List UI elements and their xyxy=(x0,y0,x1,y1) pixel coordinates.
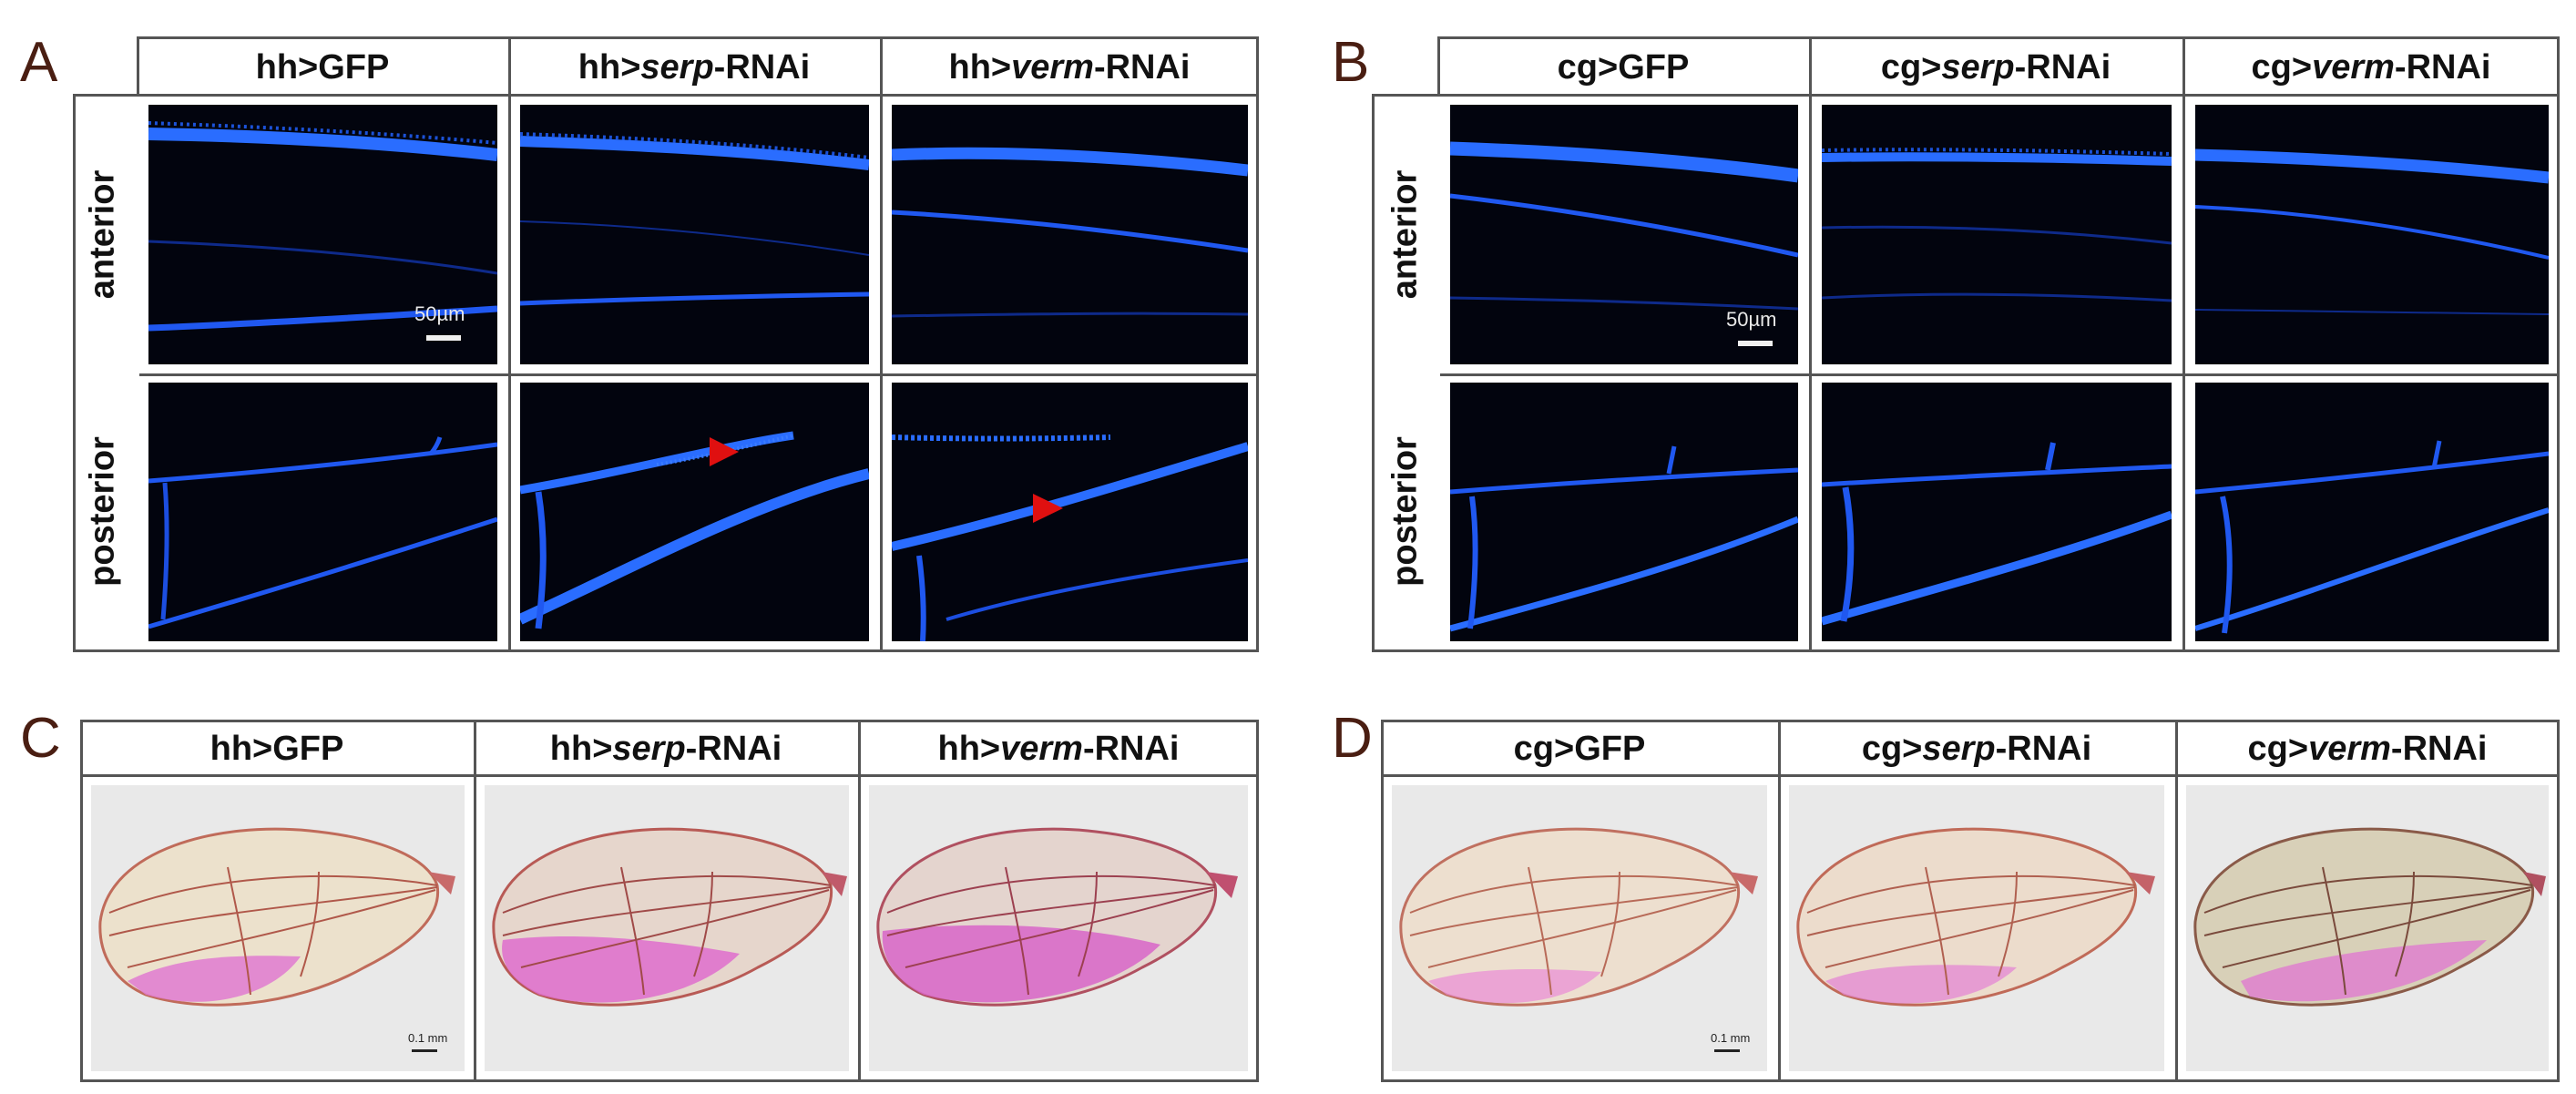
panel-b-scale-label: 50µm xyxy=(1726,308,1777,331)
panel-d-col-divider-2 xyxy=(2175,720,2178,1082)
header-prefix: hh> xyxy=(549,730,613,768)
panel-b-posterior-verm-image xyxy=(2195,383,2549,641)
header-prefix: hh> xyxy=(255,48,319,87)
panel-letter-c: C xyxy=(20,707,61,770)
panel-b-header-1: cg>GFP xyxy=(1437,50,1809,85)
header-prefix: hh> xyxy=(948,48,1012,87)
header-suffix: -RNAi xyxy=(1082,730,1180,768)
panel-a-scale-bar xyxy=(426,335,461,341)
panel-c-col-divider-1 xyxy=(474,720,476,1082)
panel-a-anterior-gfp-image xyxy=(148,105,497,364)
panel-a-col-divider-1 xyxy=(508,36,511,652)
header-gene: verm xyxy=(1011,48,1094,87)
panel-c-header-3: hh>verm-RNAi xyxy=(858,731,1259,766)
panel-a-posterior-gfp-image xyxy=(148,383,497,641)
panel-a-posterior-verm-image xyxy=(892,383,1248,641)
panel-b-anterior-verm-image xyxy=(2195,105,2549,364)
panel-c-wing-serp-image xyxy=(485,785,849,1071)
header-suffix: -RNAi xyxy=(2394,48,2491,87)
panel-c-scale-label: 0.1 mm xyxy=(408,1031,448,1045)
panel-b-col-divider-1 xyxy=(1809,36,1812,652)
panel-a-scale-label: 50µm xyxy=(414,302,465,325)
panel-d-col-divider-1 xyxy=(1778,720,1781,1082)
panel-a-rowlabel-box xyxy=(73,94,139,652)
header-gene: GFP xyxy=(272,730,344,768)
header-gene: GFP xyxy=(1574,730,1646,768)
panel-d-scale-label: 0.1 mm xyxy=(1711,1031,1751,1045)
header-gene: GFP xyxy=(1618,48,1690,87)
panel-letter-a: A xyxy=(20,31,58,94)
panel-a-row-label-posterior: posterior xyxy=(83,436,122,587)
panel-a-header-2: hh>serp-RNAi xyxy=(508,50,880,85)
header-suffix: -RNAi xyxy=(2390,730,2488,768)
panel-b-anterior-serp-image xyxy=(1822,105,2172,364)
panel-d-header-2: cg>serp-RNAi xyxy=(1778,731,2175,766)
panel-c-scale-bar xyxy=(412,1049,437,1052)
panel-a-header-3: hh>verm-RNAi xyxy=(880,50,1259,85)
panel-d-wing-verm-image xyxy=(2186,785,2549,1071)
panel-b-scale-bar xyxy=(1738,341,1773,346)
header-prefix: cg> xyxy=(1880,48,1942,87)
panel-b-posterior-serp-image xyxy=(1822,383,2172,641)
panel-c-header-1: hh>GFP xyxy=(80,731,474,766)
header-gene: serp xyxy=(1941,48,2015,87)
panel-b-anterior-gfp-image xyxy=(1450,105,1798,364)
panel-a-header-1: hh>GFP xyxy=(137,50,508,85)
header-suffix: -RNAi xyxy=(1093,48,1191,87)
panel-d-header-3: cg>verm-RNAi xyxy=(2175,731,2560,766)
header-gene: serp xyxy=(1922,730,1996,768)
panel-a-col-divider-2 xyxy=(880,36,883,652)
panel-b-header-2: cg>serp-RNAi xyxy=(1809,50,2182,85)
panel-d-wing-gfp-image xyxy=(1392,785,1767,1071)
panel-d-header-divider xyxy=(1381,774,2560,777)
panel-c-wing-gfp-image xyxy=(91,785,465,1071)
header-suffix: -RNAi xyxy=(1995,730,2092,768)
header-suffix: -RNAi xyxy=(2014,48,2111,87)
header-gene: serp xyxy=(612,730,686,768)
panel-b-row-label-posterior: posterior xyxy=(1385,436,1425,587)
header-gene: verm xyxy=(2308,730,2391,768)
panel-d-wing-serp-image xyxy=(1789,785,2164,1071)
header-prefix: cg> xyxy=(1861,730,1923,768)
panel-a-anterior-serp-image xyxy=(520,105,869,364)
arrowhead-icon xyxy=(710,437,739,466)
panel-a-anterior-verm-image xyxy=(892,105,1248,364)
header-prefix: cg> xyxy=(2247,730,2309,768)
panel-letter-b: B xyxy=(1332,31,1370,94)
header-prefix: cg> xyxy=(1513,730,1575,768)
panel-b-header-divider xyxy=(1437,94,2560,97)
panel-a-row-divider xyxy=(73,373,1259,376)
panel-c-header-2: hh>serp-RNAi xyxy=(474,731,858,766)
header-suffix: -RNAi xyxy=(685,730,782,768)
header-prefix: hh> xyxy=(210,730,273,768)
panel-c-col-divider-2 xyxy=(858,720,861,1082)
header-prefix: hh> xyxy=(578,48,641,87)
panel-b-row-label-anterior: anterior xyxy=(1385,169,1425,300)
arrowhead-icon xyxy=(1033,494,1063,523)
panel-a-posterior-serp-image xyxy=(520,383,869,641)
header-prefix: cg> xyxy=(2251,48,2313,87)
panel-a-header-divider xyxy=(137,94,1259,97)
panel-c-wing-verm-image xyxy=(869,785,1248,1071)
header-gene: verm xyxy=(2312,48,2395,87)
panel-b-col-divider-2 xyxy=(2182,36,2185,652)
header-gene: serp xyxy=(640,48,714,87)
panel-c-header-divider xyxy=(80,774,1259,777)
panel-b-posterior-gfp-image xyxy=(1450,383,1798,641)
panel-b-row-divider xyxy=(1372,373,2560,376)
header-prefix: hh> xyxy=(937,730,1001,768)
panel-b-rowlabel-box xyxy=(1372,94,1440,652)
panel-b-header-3: cg>verm-RNAi xyxy=(2182,50,2560,85)
panel-d-scale-bar xyxy=(1714,1049,1740,1052)
panel-d-header-1: cg>GFP xyxy=(1381,731,1778,766)
panel-a-row-label-anterior: anterior xyxy=(83,169,122,300)
header-suffix: -RNAi xyxy=(713,48,811,87)
header-gene: GFP xyxy=(318,48,390,87)
header-gene: verm xyxy=(1000,730,1083,768)
panel-letter-d: D xyxy=(1332,707,1373,770)
header-prefix: cg> xyxy=(1557,48,1619,87)
